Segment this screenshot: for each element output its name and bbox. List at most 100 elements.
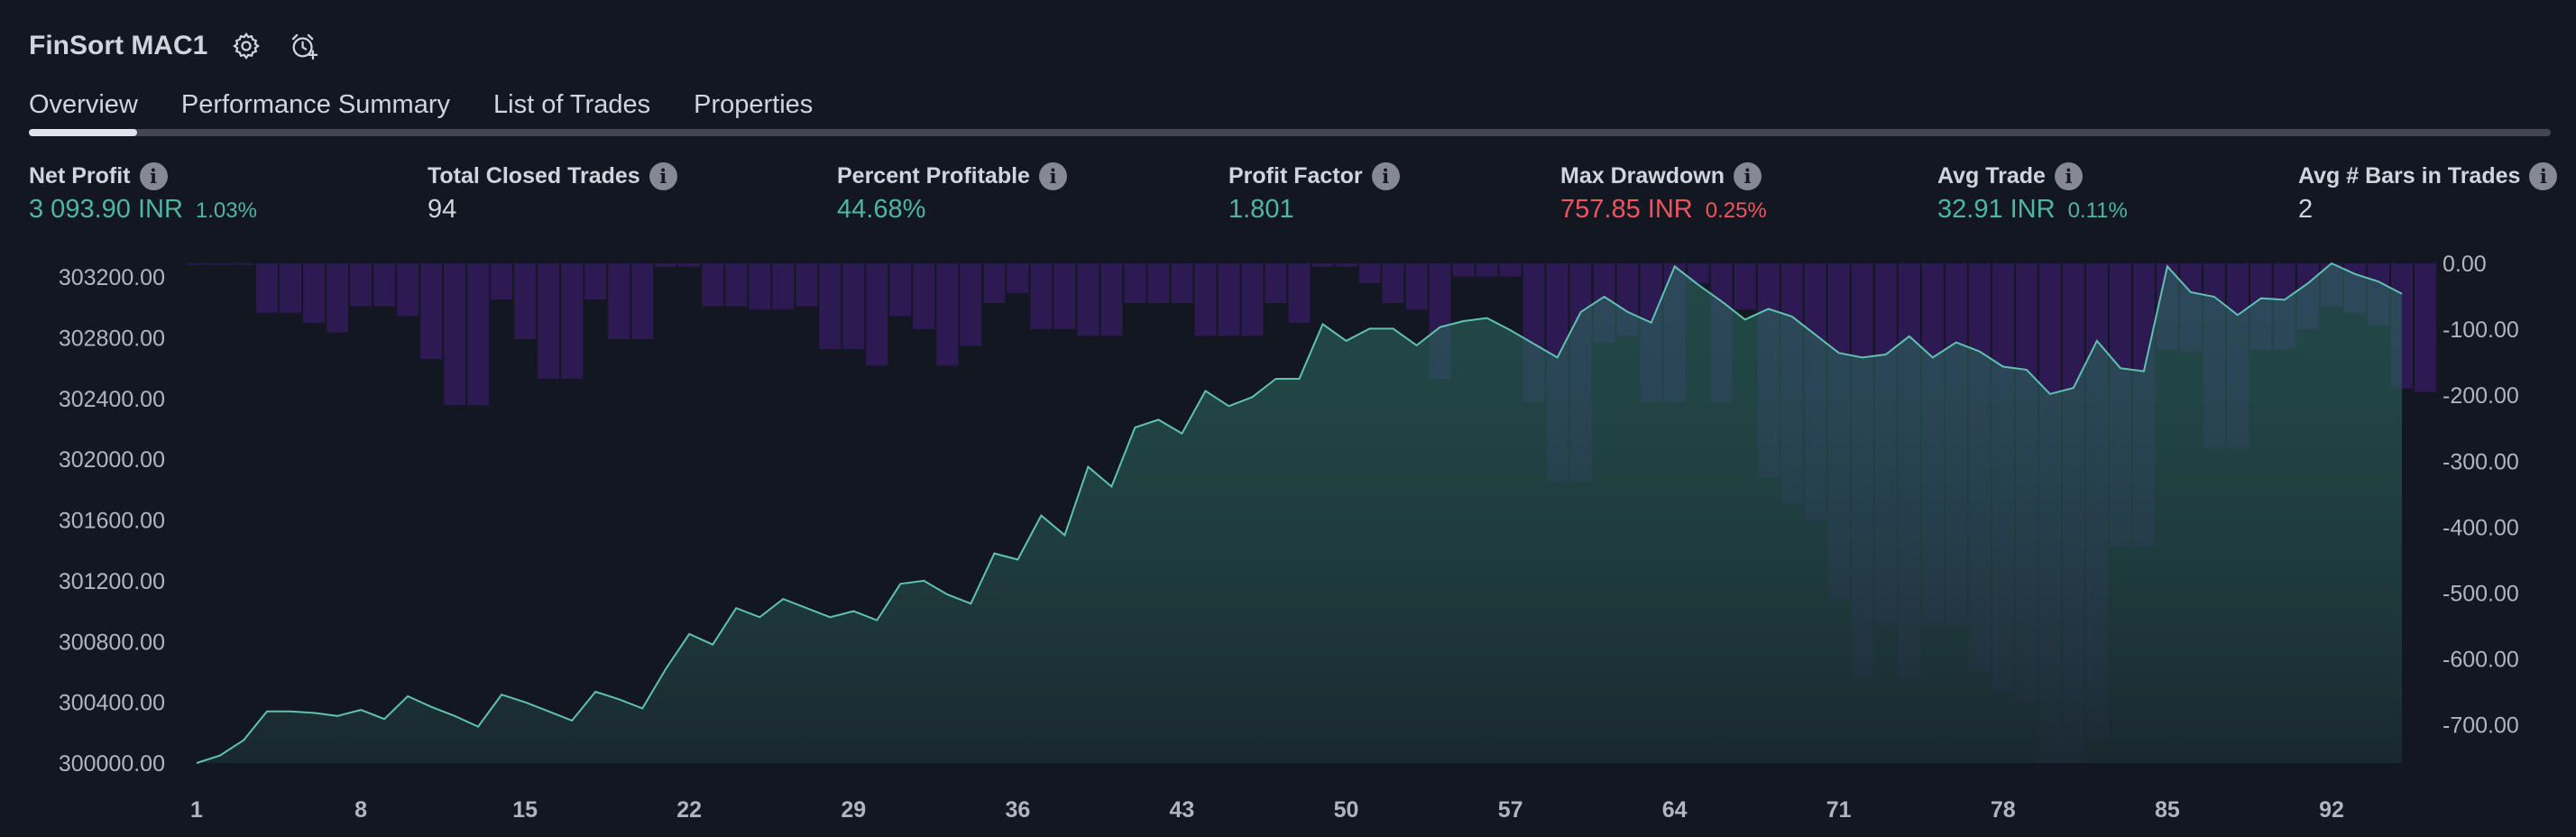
drawdown-bar [327,263,349,333]
equity-line [196,262,2403,764]
drawdown-bar [842,263,865,349]
y-tick-label: 300400.00 [59,691,165,716]
drawdown-bar [655,263,677,267]
metric-value: 44.68% [837,195,926,224]
y-tick-label: 300800.00 [59,630,165,655]
info-icon[interactable]: i [1038,161,1067,190]
drawdown-bar [889,263,912,317]
header: FinSort MAC1 [29,23,323,69]
metric-avg-bars-in-trades: Avg # Bars in Trades i 2 [2298,161,2558,227]
drawdown-bar [350,263,373,307]
y-right-tick-label: -100.00 [2443,317,2519,343]
drawdown-bar [303,263,326,323]
y-right-tick-label: -300.00 [2443,449,2519,474]
equity-drawdown-chart[interactable]: 303200.00 302800.00 302400.00 302000.00 3016… [0,253,2576,837]
info-icon[interactable]: i [1733,161,1762,190]
drawdown-bar [209,263,231,265]
metric-value: 757.85 INR [1560,195,1693,224]
tab-bar: Overview Performance Summary List of Tra… [29,87,856,123]
drawdown-bar [678,263,701,267]
alarm-clock-plus-icon [292,33,318,60]
y-tick-label: 302400.00 [59,387,165,412]
metric-label: Profit Factor [1228,162,1363,189]
metric-profit-factor: Profit Factor i 1.801 [1228,161,1400,227]
x-tick-label: 29 [841,797,866,823]
settings-button[interactable] [227,27,265,65]
drawdown-bar [960,263,982,346]
drawdown-bar [491,263,513,300]
metric-percent: 1.03% [195,198,257,223]
x-tick-label: 15 [512,797,538,823]
active-tab-indicator [29,129,137,136]
metric-label: Net Profit [29,162,131,189]
metric-percent-profitable: Percent Profitable i 44.68% [837,161,1067,227]
x-tick-label: 22 [676,797,702,823]
metric-value: 3 093.90 INR [29,195,183,224]
y-right-tick-label: -700.00 [2443,713,2519,739]
metric-total-closed-trades: Total Closed Trades i 94 [428,161,677,227]
drawdown-bar [608,263,630,340]
metric-percent: 0.25% [1705,198,1767,223]
info-icon[interactable]: i [2054,161,2083,190]
y-tick-label: 303200.00 [59,265,165,290]
metric-value: 2 [2298,195,2314,224]
y-right-tick-label: -200.00 [2443,383,2519,409]
tab-properties[interactable]: Properties [694,89,814,119]
drawdown-bar [772,263,795,310]
add-alert-button[interactable] [285,27,323,65]
x-tick-label: 1 [190,797,203,823]
x-tick-label: 64 [1662,797,1688,823]
drawdown-bar [1218,263,1240,336]
drawdown-bar [1288,263,1311,323]
y-right-tick-label: -600.00 [2443,648,2519,673]
drawdown-bar [1171,263,1193,303]
drawdown-bar [538,263,560,379]
x-tick-label: 43 [1169,797,1194,823]
metric-max-drawdown: Max Drawdown i 757.85 INR 0.25% [1560,161,1767,227]
x-tick-label: 50 [1334,797,1359,823]
metric-percent: 0.11% [2067,198,2128,223]
drawdown-bar [2415,263,2436,392]
strategy-title: FinSort MAC1 [29,31,208,60]
gear-icon [233,32,261,60]
tab-overview[interactable]: Overview [29,89,138,119]
drawdown-bar [725,263,748,307]
drawdown-bar [561,263,584,379]
right-y-axis: 0.00 -100.00 -200.00 -300.00 -400.00 -500.00 -… [2443,253,2519,739]
drawdown-bar [796,263,818,307]
drawdown-bar [1311,263,1334,267]
drawdown-bar [1687,263,1709,283]
tab-performance-summary[interactable]: Performance Summary [180,89,451,119]
info-icon[interactable]: i [2529,161,2558,190]
y-tick-label: 301200.00 [59,569,165,594]
drawdown-bar [749,263,771,310]
y-tick-label: 301600.00 [59,509,165,534]
metric-label: Percent Profitable [837,162,1030,189]
drawdown-bar [1452,263,1475,277]
drawdown-bar [1100,263,1123,336]
tab-list-of-trades[interactable]: List of Trades [493,89,651,119]
y-right-tick-label: 0.00 [2443,253,2487,277]
info-icon[interactable]: i [139,161,168,190]
drawdown-bar [702,263,724,307]
drawdown-bar [936,263,959,366]
x-tick-label: 92 [2319,797,2344,823]
drawdown-bar [1335,263,1357,267]
x-tick-label: 85 [2155,797,2180,823]
drawdown-bar [1053,263,1076,330]
info-icon[interactable]: i [1371,161,1400,190]
drawdown-bar [1265,263,1287,303]
drawdown-bar [584,263,607,300]
equity-area [197,263,2402,763]
drawdown-bar [1124,263,1146,303]
drawdown-bar [397,263,419,317]
drawdown-bar [983,263,1006,303]
info-icon[interactable]: i [649,161,677,190]
drawdown-bar [233,263,254,265]
metric-label: Max Drawdown [1560,162,1725,189]
x-tick-label: 57 [1498,797,1523,823]
metric-value: 1.801 [1228,195,1294,224]
metric-value: 32.91 INR [1937,195,2056,224]
tab-scrollbar-track[interactable] [29,129,2551,136]
drawdown-bar [373,263,396,307]
